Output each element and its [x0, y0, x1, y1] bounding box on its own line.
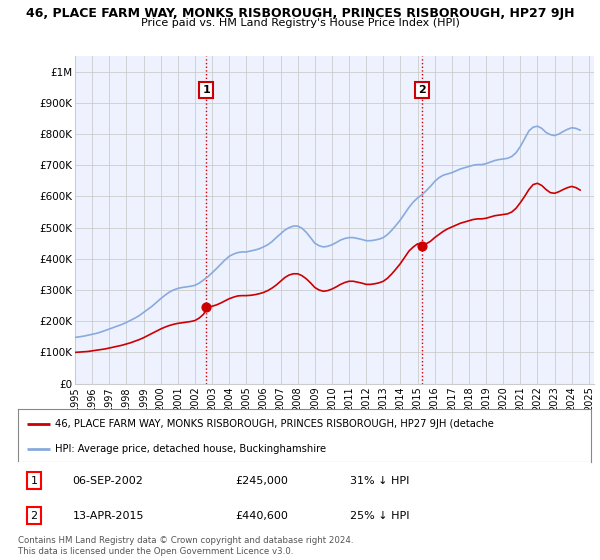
Text: 2: 2 [418, 85, 426, 95]
Text: HPI: Average price, detached house, Buckinghamshire: HPI: Average price, detached house, Buck… [55, 444, 326, 454]
Point [417, 242, 427, 251]
Text: 46, PLACE FARM WAY, MONKS RISBOROUGH, PRINCES RISBOROUGH, HP27 9JH (detache: 46, PLACE FARM WAY, MONKS RISBOROUGH, PR… [55, 419, 494, 429]
Text: Price paid vs. HM Land Registry's House Price Index (HPI): Price paid vs. HM Land Registry's House … [140, 18, 460, 28]
Text: 13-APR-2015: 13-APR-2015 [73, 511, 144, 521]
Text: 1: 1 [203, 85, 210, 95]
Text: 31% ↓ HPI: 31% ↓ HPI [350, 476, 410, 486]
Text: 1: 1 [31, 476, 38, 486]
Text: Contains HM Land Registry data © Crown copyright and database right 2024.
This d: Contains HM Land Registry data © Crown c… [18, 536, 353, 556]
Text: 2: 2 [31, 511, 38, 521]
Text: 46, PLACE FARM WAY, MONKS RISBOROUGH, PRINCES RISBOROUGH, HP27 9JH: 46, PLACE FARM WAY, MONKS RISBOROUGH, PR… [26, 7, 574, 20]
Text: £440,600: £440,600 [236, 511, 289, 521]
Text: 25% ↓ HPI: 25% ↓ HPI [350, 511, 410, 521]
Text: 06-SEP-2002: 06-SEP-2002 [73, 476, 143, 486]
Point [202, 302, 211, 311]
Text: £245,000: £245,000 [236, 476, 289, 486]
